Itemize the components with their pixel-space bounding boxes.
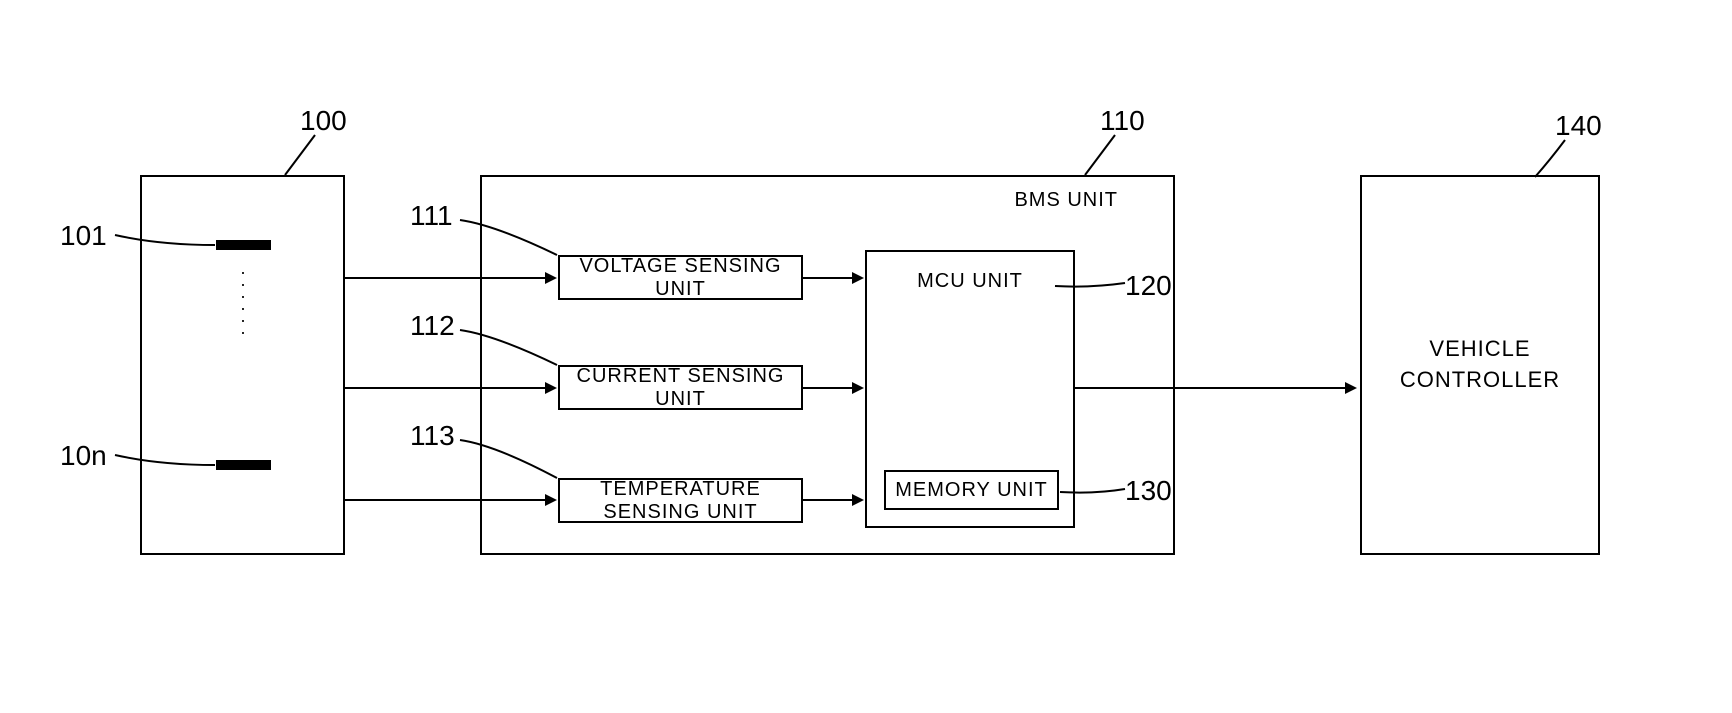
arrow-current-mcu <box>803 387 853 389</box>
vehicle-text: VEHICLE CONTROLLER <box>1400 334 1560 396</box>
arrow-head-temp <box>545 494 557 506</box>
label-112: 112 <box>410 310 455 342</box>
current-text: CURRENT SENSING UNIT <box>560 365 801 411</box>
arrow-head-temp-mcu <box>852 494 864 506</box>
arrow-head-vehicle <box>1345 382 1357 394</box>
bms-title: BMS UNIT <box>1014 189 1118 212</box>
mcu-text: MCU UNIT <box>917 270 1023 293</box>
current-sensing-box: CURRENT SENSING UNIT <box>558 365 803 410</box>
memory-text: MEMORY UNIT <box>895 479 1048 502</box>
memory-unit-box: MEMORY UNIT <box>884 470 1059 510</box>
callout-111 <box>455 215 565 260</box>
arrow-voltage-mcu <box>803 277 853 279</box>
label-101: 101 <box>60 220 107 252</box>
arrow-battery-temp <box>345 499 545 501</box>
arrow-head-voltage-mcu <box>852 272 864 284</box>
temp-text: TEMPERATURE SENSING UNIT <box>560 478 801 524</box>
label-111: 111 <box>410 200 453 232</box>
callout-130 <box>1055 484 1130 504</box>
arrow-head-current <box>545 382 557 394</box>
label-120: 120 <box>1125 270 1172 302</box>
voltage-text: VOLTAGE SENSING UNIT <box>560 255 801 301</box>
arrow-head-current-mcu <box>852 382 864 394</box>
callout-113 <box>455 435 565 485</box>
callout-10n <box>110 450 220 475</box>
arrow-head-voltage <box>545 272 557 284</box>
vehicle-controller-box: VEHICLE CONTROLLER <box>1360 175 1600 555</box>
voltage-sensing-box: VOLTAGE SENSING UNIT <box>558 255 803 300</box>
battery-cell-top <box>216 240 271 250</box>
arrow-battery-current <box>345 387 545 389</box>
arrow-temp-mcu <box>803 499 853 501</box>
callout-120 <box>1050 278 1130 298</box>
callout-112 <box>455 325 565 370</box>
callout-100 <box>280 130 360 180</box>
callout-140 <box>1530 135 1610 185</box>
label-10n: 10n <box>60 440 107 472</box>
callout-110 <box>1080 130 1160 180</box>
callout-101 <box>110 230 220 255</box>
battery-cell-bottom <box>216 460 271 470</box>
temp-sensing-box: TEMPERATURE SENSING UNIT <box>558 478 803 523</box>
label-113: 113 <box>410 420 455 452</box>
label-130: 130 <box>1125 475 1172 507</box>
arrow-battery-voltage <box>345 277 545 279</box>
arrow-mcu-vehicle <box>1075 387 1345 389</box>
battery-dots: ······ <box>239 270 249 342</box>
